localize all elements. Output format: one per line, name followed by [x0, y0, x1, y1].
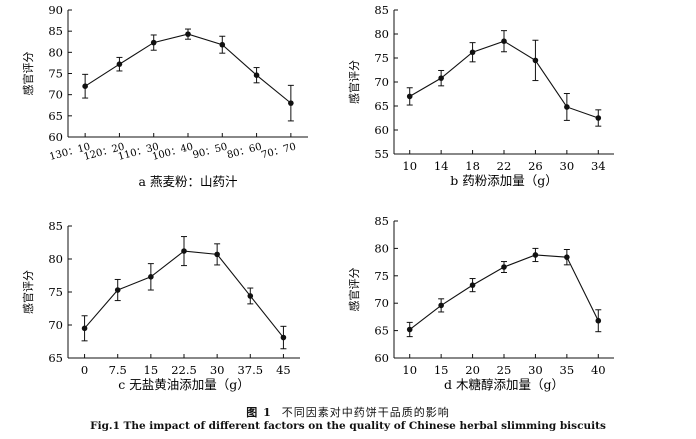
y-tick-label: 75 [374, 51, 389, 65]
x-tick-label: 15 [434, 363, 449, 377]
x-tick-label: 30 [528, 363, 543, 377]
data-point [501, 264, 507, 270]
data-point [114, 287, 121, 293]
x-tick-label: 7.5 [109, 363, 127, 377]
data-point [595, 317, 602, 324]
y-tick-label: 70 [374, 75, 389, 89]
data-point [501, 38, 507, 44]
data-point [406, 326, 413, 333]
y-tick-label: 85 [48, 24, 63, 38]
x-axis-label: b 药粉添加量（g） [450, 173, 557, 188]
y-tick-label: 70 [48, 318, 63, 332]
series-line [84, 33, 292, 104]
x-tick-label: 10 [402, 159, 417, 173]
y-axis-label: 感官评分 [21, 52, 35, 96]
x-tick-label: 80：60 [226, 141, 263, 161]
y-tick-label: 65 [374, 99, 389, 113]
x-axis-label: a 燕麦粉：山药汁 [139, 174, 238, 189]
panel-a: 60657075808590130：10120：20110：30100：4090… [21, 3, 308, 189]
x-tick-label: 20 [465, 363, 480, 377]
data-point [181, 248, 187, 254]
data-point [247, 293, 254, 299]
x-tick-label: 34 [591, 159, 606, 173]
x-tick-label: 35 [560, 363, 575, 377]
y-tick-label: 65 [48, 351, 63, 365]
x-axis-label: c 无盐黄油添加量（g） [118, 377, 249, 392]
panel-d: 60 65 70 75 80 85 10 15 20 25 30 35 40 感官评分 d 木糖醇添加量（g… [347, 214, 614, 392]
y-tick-label: 80 [374, 241, 389, 255]
x-tick-label: 15 [144, 363, 159, 377]
x-tick-label: 30 [560, 159, 575, 173]
data-point [406, 93, 413, 100]
x-tick-label: 45 [276, 363, 291, 377]
y-tick-label: 85 [48, 219, 63, 233]
data-point [150, 39, 157, 46]
x-tick-label: 10 [402, 363, 417, 377]
x-tick-label: 22.5 [171, 363, 197, 377]
x-tick-label: 30 [210, 363, 225, 377]
x-tick-label: 26 [528, 159, 543, 173]
y-axis-label: 感官评分 [347, 268, 361, 312]
y-tick-label: 90 [48, 3, 63, 17]
data-point [219, 41, 226, 48]
x-tick-label: 18 [465, 159, 480, 173]
panel-c: 65 70 75 80 85 0 7.5 15 22.5 30 37.5 45 感官评分 c 无盐黄油添加… [21, 219, 300, 392]
figure-caption-english: Fig.1 The impact of different factors on… [90, 420, 606, 432]
y-tick-label: 80 [48, 252, 63, 266]
y-tick-label: 70 [48, 88, 63, 102]
data-point [280, 334, 287, 341]
x-tick-label: 22 [497, 159, 512, 173]
x-tick-label: 37.5 [237, 363, 263, 377]
y-tick-label: 65 [48, 109, 63, 123]
y-tick-label: 85 [374, 214, 389, 228]
data-point [185, 31, 191, 37]
series-line [409, 40, 599, 119]
data-point [564, 254, 570, 260]
caption-text-chinese: 不同因素对中药饼干品质的影响 [281, 406, 450, 419]
data-point [438, 75, 444, 81]
y-tick-label: 60 [48, 130, 63, 144]
y-tick-label: 85 [374, 3, 389, 17]
x-tick-label: 25 [497, 363, 512, 377]
x-tick-label: 14 [434, 159, 449, 173]
y-tick-label: 80 [48, 45, 63, 59]
y-tick-label: 75 [374, 269, 389, 283]
y-tick-label: 55 [374, 147, 389, 161]
y-tick-label: 75 [48, 285, 63, 299]
data-point [564, 104, 570, 110]
data-point [532, 57, 539, 64]
data-point [81, 325, 88, 332]
y-tick-label: 70 [374, 296, 389, 310]
panel-b: 55 60 65 70 75 80 85 10 14 18 22 26 30 34 感官评分 b 药粉添加量（… [347, 3, 614, 188]
data-point [469, 49, 476, 56]
data-point [595, 115, 602, 121]
y-axis-label: 感官评分 [347, 60, 361, 104]
y-axis-label: 感官评分 [21, 270, 35, 314]
x-tick-label: 70：70 [260, 141, 297, 161]
data-point [116, 61, 123, 67]
data-point [253, 72, 260, 78]
data-point [438, 302, 444, 309]
x-tick-label: 90：50 [192, 141, 229, 161]
data-point [148, 274, 154, 280]
data-point [82, 83, 88, 89]
y-tick-label: 65 [374, 324, 389, 338]
data-point [288, 100, 294, 106]
data-point [532, 252, 539, 258]
y-tick-label: 80 [374, 27, 389, 41]
figure-caption-chinese: 图 1 不同因素对中药饼干品质的影响 [0, 404, 696, 420]
figure-number: 图 1 [246, 406, 272, 419]
y-tick-label: 60 [374, 351, 389, 365]
y-tick-label: 60 [374, 123, 389, 137]
data-point [469, 282, 476, 288]
y-tick-label: 75 [48, 67, 63, 81]
data-point [214, 251, 220, 258]
x-tick-label: 0 [81, 363, 88, 377]
x-axis-label: d 木糖醇添加量（g） [444, 377, 564, 392]
x-tick-label: 40 [591, 363, 606, 377]
